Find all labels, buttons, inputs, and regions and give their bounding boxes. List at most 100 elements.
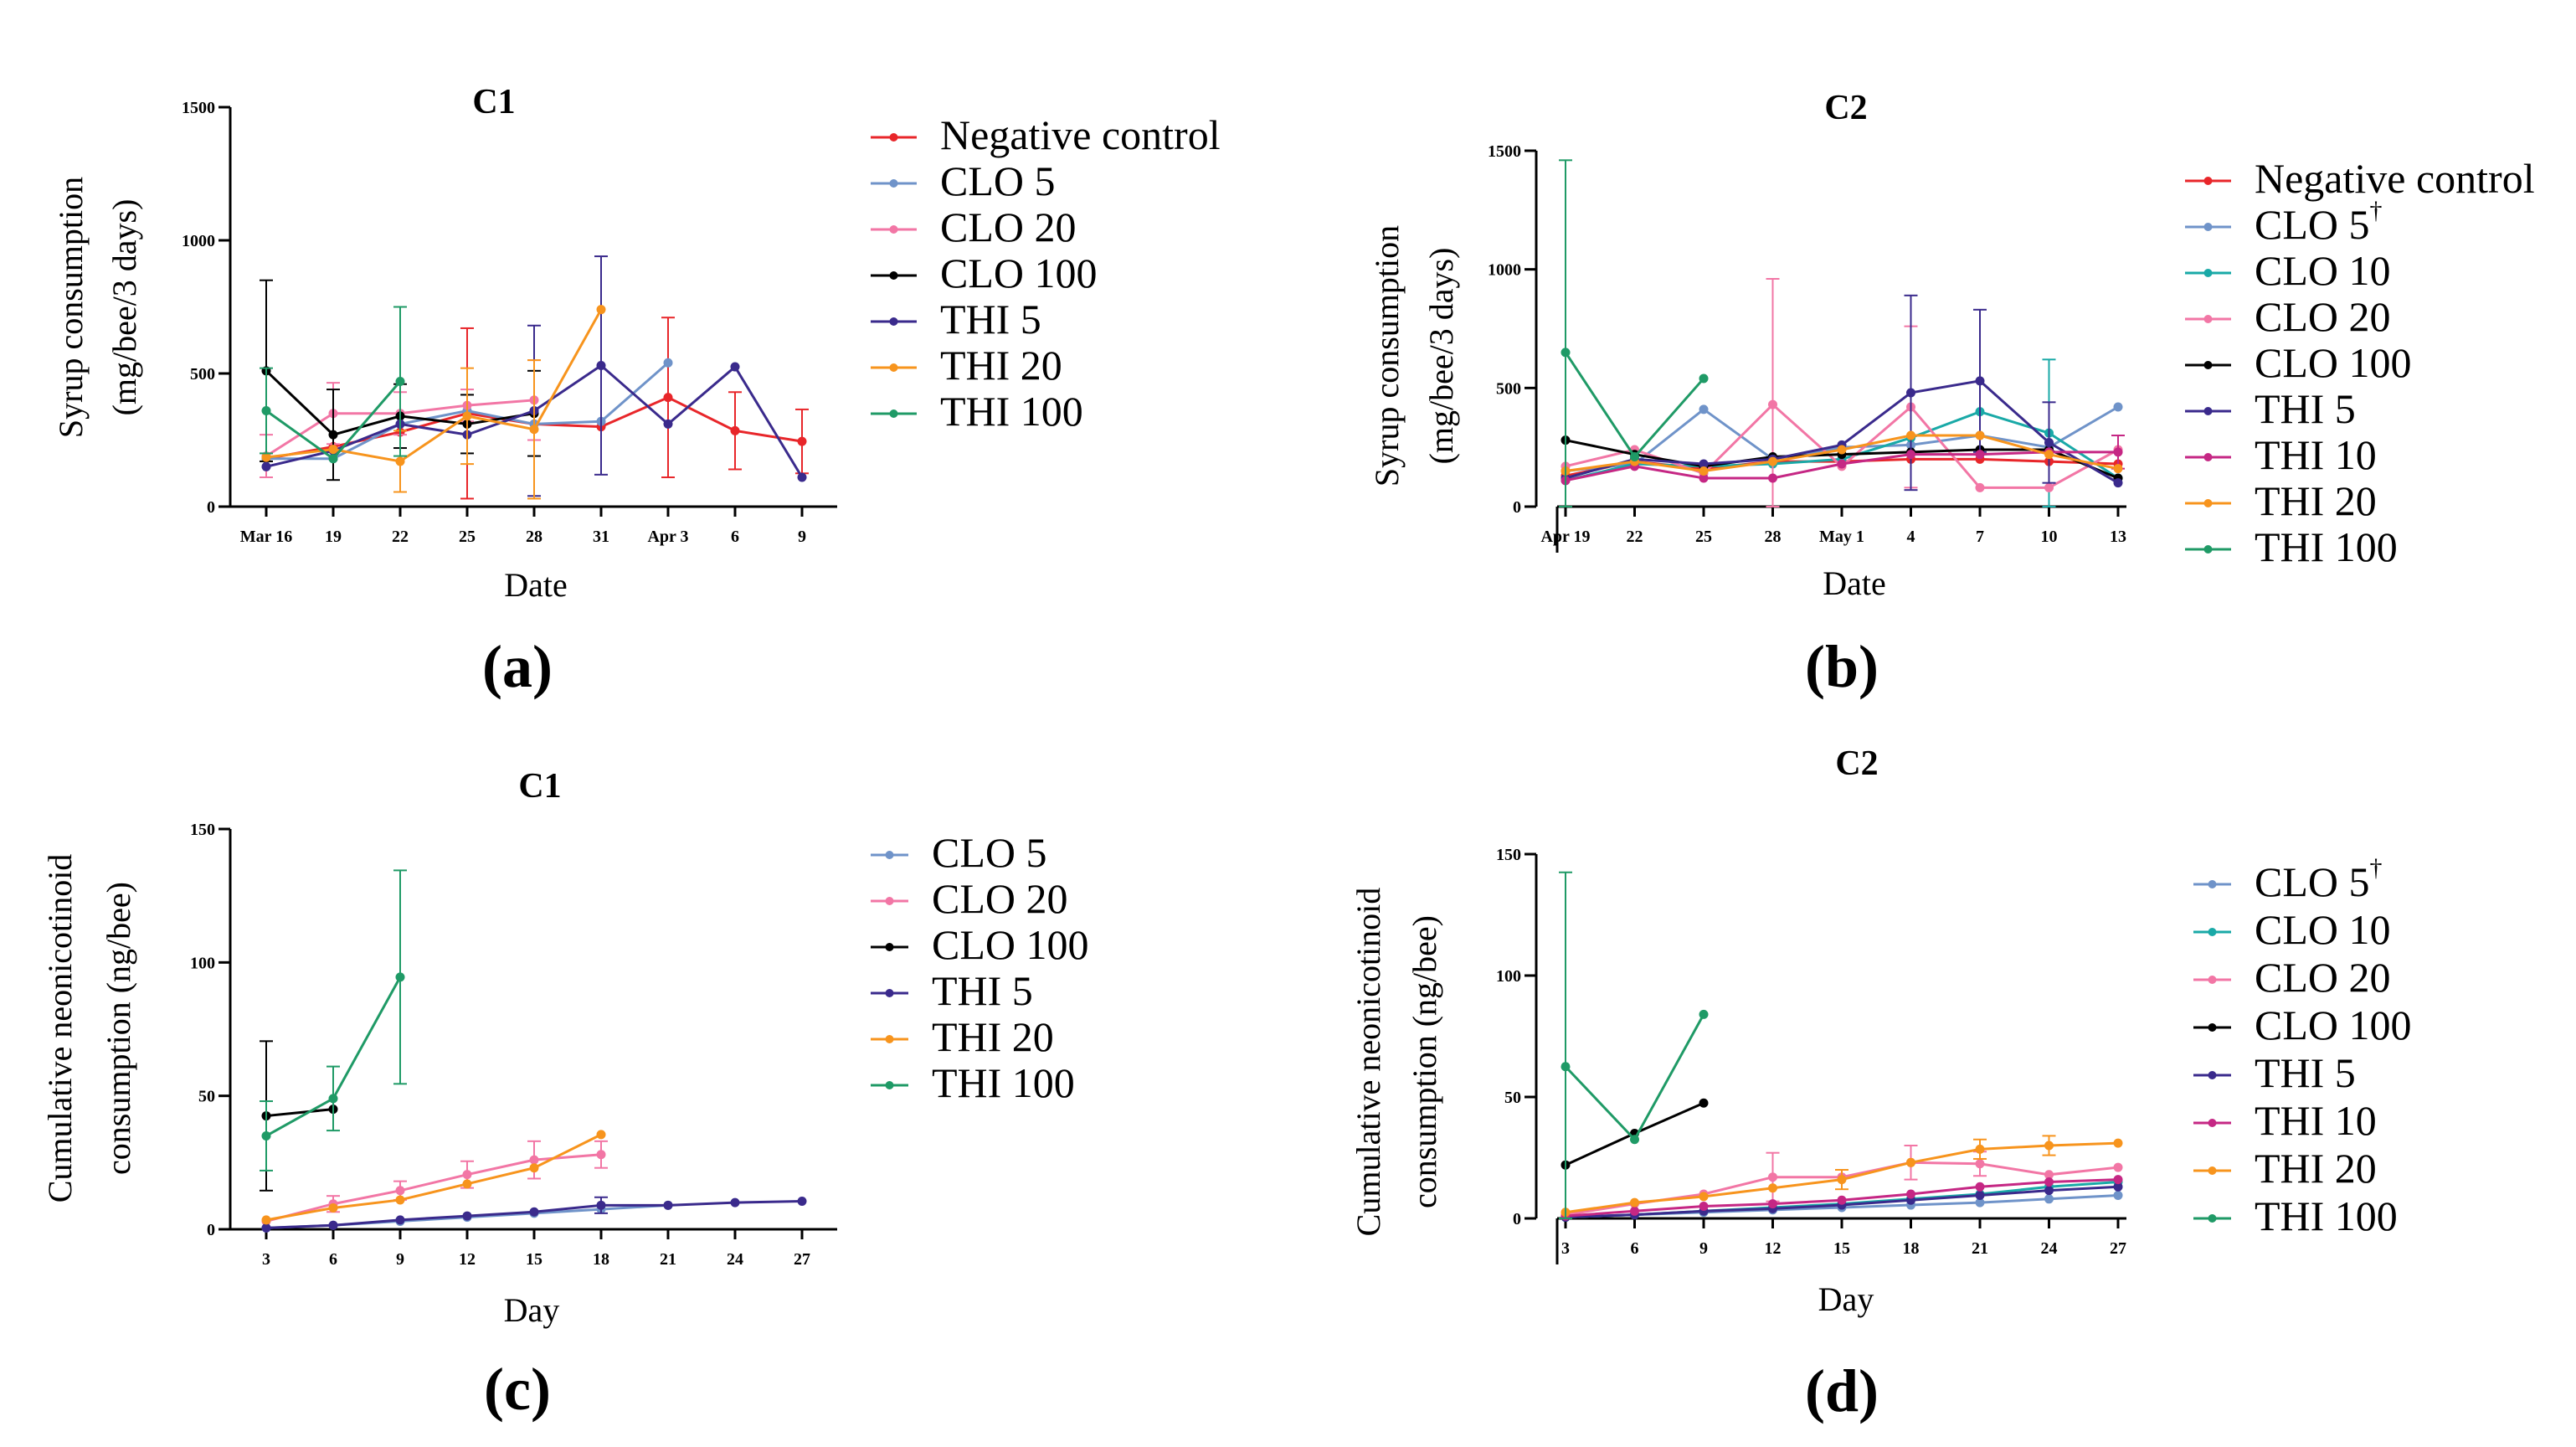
legend-label: CLO 100 <box>932 921 1089 968</box>
legend-marker <box>885 989 894 997</box>
x-tick-label: 9 <box>396 1250 404 1269</box>
data-point <box>2113 478 2123 488</box>
x-tick-label: 28 <box>526 528 542 546</box>
data-point <box>261 461 271 471</box>
legend-label: CLO 10 <box>2255 247 2391 294</box>
series-line <box>1564 352 1705 459</box>
data-point <box>1768 1183 1777 1193</box>
data-point <box>2113 1138 2123 1148</box>
legend-label: CLO 100 <box>2255 339 2412 386</box>
legend-label: THI 100 <box>2255 523 2398 570</box>
data-point <box>1975 1197 1985 1208</box>
x-axis-label: Date <box>1823 564 1886 602</box>
chart-panel-c: C1 0 50 100 150 3 6 9 12 15 18 21 24 27 Day Cumulative … <box>41 767 1089 1423</box>
legend-label: Negative control <box>940 111 1221 158</box>
legend-label: CLO 20 <box>940 203 1077 250</box>
legend-label: THI 5 <box>2255 385 2356 432</box>
data-point <box>2113 447 2123 457</box>
data-point <box>2044 1170 2054 1180</box>
data-point <box>2113 1190 2123 1200</box>
data-point <box>1975 430 1985 440</box>
x-axis-label: Date <box>504 566 568 604</box>
data-point <box>663 1200 673 1210</box>
data-point <box>395 1215 405 1225</box>
y-axis-label: Cumulative neonicotinoid <box>41 854 79 1203</box>
x-tick-label: 24 <box>727 1250 743 1269</box>
x-tick-label: 15 <box>1833 1239 1850 1258</box>
data-point <box>1699 473 1709 483</box>
data-point <box>730 1197 740 1208</box>
data-point <box>1768 456 1777 466</box>
legend-marker <box>889 225 898 234</box>
series-thi-100 <box>1559 871 1709 1219</box>
chart-title: C1 <box>518 767 561 806</box>
x-tick-label: 9 <box>798 528 806 546</box>
y-tick-label: 500 <box>1496 379 1521 398</box>
data-point <box>529 1163 539 1173</box>
legend-marker <box>2208 1214 2217 1223</box>
y-axis-label: consumption (ng/bee) <box>100 882 137 1175</box>
data-point <box>596 1130 606 1140</box>
data-point <box>1906 450 1915 460</box>
x-tick-label: 19 <box>325 528 342 546</box>
legend-marker <box>889 133 898 142</box>
data-point <box>462 1170 472 1180</box>
x-axis-label: Day <box>504 1291 560 1329</box>
legend-marker <box>2203 177 2213 185</box>
x-tick-label: 31 <box>593 528 609 546</box>
data-point <box>2044 1141 2054 1151</box>
x-tick-label: 6 <box>731 528 739 546</box>
data-point <box>395 972 405 982</box>
data-point <box>328 445 338 455</box>
legend-marker <box>885 943 894 951</box>
x-tick-label: 28 <box>1765 528 1782 546</box>
y-tick-label: 0 <box>207 1221 215 1239</box>
x-tick-label: 25 <box>459 528 476 546</box>
x-tick-label: 12 <box>1765 1239 1782 1258</box>
legend-label: CLO 100 <box>2255 1002 2412 1048</box>
data-point <box>261 1215 271 1225</box>
y-tick-label: 1000 <box>182 232 215 250</box>
legend-label: CLO 5† <box>2255 854 2383 905</box>
series-line <box>265 1108 334 1118</box>
legend-marker <box>889 179 898 188</box>
x-tick-label: 4 <box>1907 528 1915 546</box>
x-tick-label: 22 <box>1627 528 1643 546</box>
data-point <box>328 1220 338 1230</box>
data-point <box>1975 482 1985 492</box>
x-tick-label: Mar 16 <box>240 528 292 546</box>
series-thi-100 <box>260 869 407 1172</box>
y-axis-label: (mg/bee/3 days) <box>1422 248 1460 465</box>
data-point <box>730 362 740 372</box>
legend-label: THI 100 <box>940 388 1083 435</box>
data-point <box>2044 1194 2054 1204</box>
data-point <box>1837 445 1847 455</box>
legend-label: THI 20 <box>2255 477 2377 524</box>
data-point <box>596 1150 606 1160</box>
data-point <box>462 411 472 421</box>
data-point <box>2044 450 2054 460</box>
data-point <box>797 436 807 446</box>
data-point <box>1630 1135 1639 1145</box>
legend-marker <box>2203 453 2213 461</box>
x-tick-label: 7 <box>1976 528 1984 546</box>
series-clo-20 <box>1561 278 2123 507</box>
legend-marker <box>2203 407 2213 415</box>
series-thi-5 <box>1561 294 2123 492</box>
data-point <box>596 360 606 370</box>
data-point <box>261 1130 271 1141</box>
legend-label: THI 100 <box>2255 1192 2398 1239</box>
data-point <box>596 305 606 315</box>
data-point <box>395 377 405 387</box>
chart-title: C1 <box>472 83 515 121</box>
panel-label: (c) <box>484 1356 551 1423</box>
x-tick-label: Apr 19 <box>1540 528 1590 546</box>
x-tick-label: 6 <box>329 1250 337 1269</box>
legend-label: THI 5 <box>940 296 1041 342</box>
legend-label: CLO 5† <box>2255 197 2383 248</box>
series-thi-20 <box>1561 1135 2123 1218</box>
data-point <box>2044 482 2054 492</box>
data-point <box>596 1200 606 1210</box>
